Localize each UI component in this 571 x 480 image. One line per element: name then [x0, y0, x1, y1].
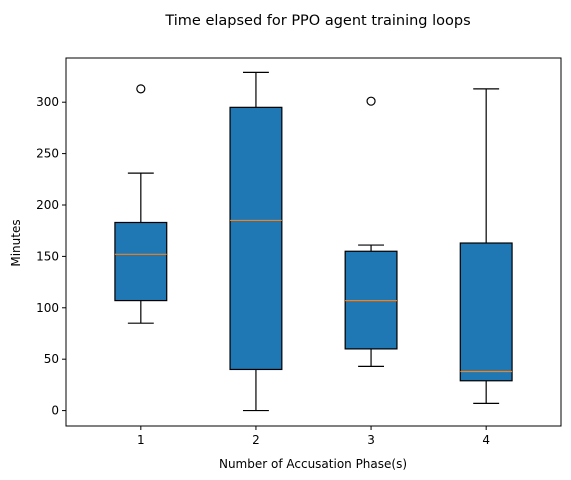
x-tick-label: 4	[482, 433, 490, 447]
y-tick-label: 250	[36, 147, 59, 161]
y-tick-label: 50	[44, 352, 59, 366]
outlier-point	[366, 96, 376, 106]
box-4	[459, 242, 513, 382]
axes-frame	[65, 57, 562, 427]
y-axis-label: Minutes	[9, 219, 23, 266]
box-2	[229, 106, 283, 371]
y-tick-label: 100	[36, 301, 59, 315]
y-tick-label: 0	[51, 404, 59, 418]
y-tick-label: 300	[36, 95, 59, 109]
outlier-point	[136, 84, 146, 94]
plot-area: 0 50 100 150 200 250 300 1 2 3 4	[36, 57, 562, 447]
box-1	[114, 221, 168, 302]
x-tick-label: 1	[137, 433, 145, 447]
y-tick-label: 150	[36, 249, 59, 263]
x-tick-label: 3	[367, 433, 375, 447]
y-tick-label: 200	[36, 198, 59, 212]
x-tick-label: 2	[252, 433, 260, 447]
chart-title: Time elapsed for PPO agent training loop…	[164, 13, 470, 29]
x-axis-label: Number of Accusation Phase(s)	[219, 457, 407, 471]
